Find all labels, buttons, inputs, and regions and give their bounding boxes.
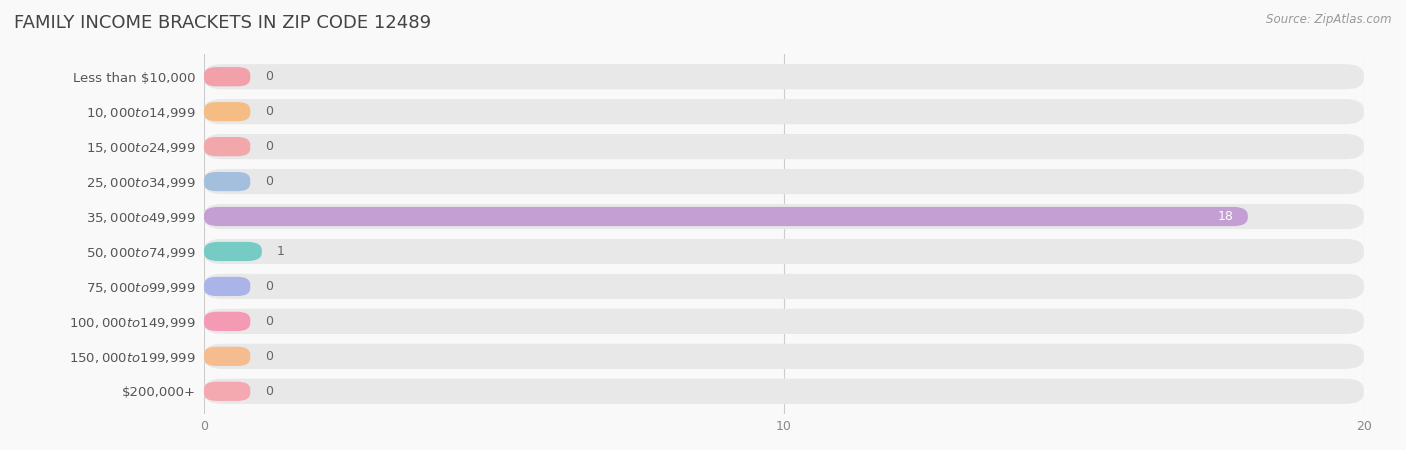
FancyBboxPatch shape (204, 344, 1364, 369)
Text: 0: 0 (264, 70, 273, 83)
FancyBboxPatch shape (204, 169, 1364, 194)
Text: 1: 1 (277, 245, 284, 258)
FancyBboxPatch shape (204, 137, 250, 156)
FancyBboxPatch shape (204, 379, 1364, 404)
FancyBboxPatch shape (204, 309, 1364, 334)
Text: 0: 0 (264, 280, 273, 293)
FancyBboxPatch shape (204, 102, 250, 122)
Text: 0: 0 (264, 140, 273, 153)
FancyBboxPatch shape (204, 99, 1364, 124)
FancyBboxPatch shape (204, 134, 1364, 159)
Text: 0: 0 (264, 350, 273, 363)
Text: FAMILY INCOME BRACKETS IN ZIP CODE 12489: FAMILY INCOME BRACKETS IN ZIP CODE 12489 (14, 14, 432, 32)
Text: 18: 18 (1218, 210, 1233, 223)
FancyBboxPatch shape (204, 172, 250, 191)
FancyBboxPatch shape (204, 277, 250, 296)
FancyBboxPatch shape (204, 346, 250, 366)
FancyBboxPatch shape (204, 64, 1364, 89)
Text: 0: 0 (264, 315, 273, 328)
FancyBboxPatch shape (204, 239, 1364, 264)
Text: 0: 0 (264, 105, 273, 118)
FancyBboxPatch shape (204, 312, 250, 331)
FancyBboxPatch shape (204, 382, 250, 401)
FancyBboxPatch shape (204, 274, 1364, 299)
Text: 0: 0 (264, 175, 273, 188)
Text: 0: 0 (264, 385, 273, 398)
FancyBboxPatch shape (204, 207, 1249, 226)
Text: Source: ZipAtlas.com: Source: ZipAtlas.com (1267, 14, 1392, 27)
FancyBboxPatch shape (204, 204, 1364, 229)
FancyBboxPatch shape (204, 242, 262, 261)
FancyBboxPatch shape (204, 67, 250, 86)
